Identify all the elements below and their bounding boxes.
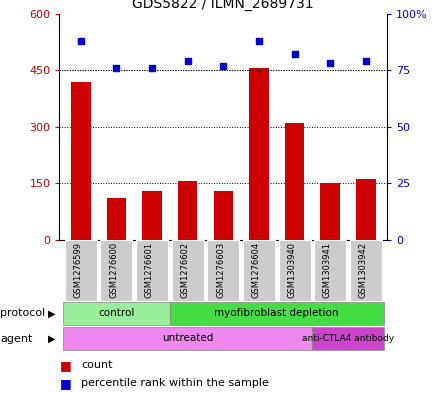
Text: GSM1303940: GSM1303940 (287, 242, 297, 298)
Text: ■: ■ (59, 376, 71, 390)
Text: GSM1303941: GSM1303941 (323, 242, 332, 298)
Point (113, 65, 120, 71)
Bar (312, 327, 384, 351)
Bar (172, 240, 204, 301)
Point (220, 62, 227, 69)
Bar (63, 302, 170, 325)
Text: count: count (81, 360, 113, 371)
Bar (314, 240, 346, 301)
Text: GSM1276599: GSM1276599 (73, 242, 83, 298)
Text: GSM1276603: GSM1276603 (216, 242, 225, 298)
Bar (279, 240, 311, 301)
Bar (142, 191, 162, 240)
Title: GDS5822 / ILMN_2689731: GDS5822 / ILMN_2689731 (132, 0, 314, 11)
Text: myofibroblast depletion: myofibroblast depletion (214, 308, 339, 318)
Point (255, 38, 262, 44)
Text: untreated: untreated (162, 333, 213, 343)
Bar (65, 240, 97, 301)
Bar (136, 240, 168, 301)
Bar (350, 240, 382, 301)
Text: agent: agent (0, 334, 33, 344)
Bar (356, 180, 376, 240)
Bar (285, 123, 304, 240)
Text: GSM1276604: GSM1276604 (252, 242, 261, 298)
Text: control: control (98, 308, 135, 318)
Text: GSM1276601: GSM1276601 (145, 242, 154, 298)
Text: protocol: protocol (0, 309, 45, 318)
Point (149, 65, 156, 71)
Text: ■: ■ (59, 359, 71, 372)
Bar (178, 181, 198, 240)
Bar (320, 183, 340, 240)
Bar (213, 191, 233, 240)
Bar (243, 240, 275, 301)
Point (326, 60, 334, 66)
Bar (207, 240, 239, 301)
Point (362, 58, 369, 64)
Bar (71, 81, 91, 240)
Point (77, 38, 84, 44)
Text: anti-CTLA4 antibody: anti-CTLA4 antibody (302, 334, 394, 343)
Text: ▶: ▶ (48, 334, 55, 344)
Text: GSM1276602: GSM1276602 (180, 242, 190, 298)
Bar (106, 198, 126, 240)
Text: ▶: ▶ (48, 309, 55, 318)
Bar (100, 240, 132, 301)
Text: percentile rank within the sample: percentile rank within the sample (81, 378, 269, 388)
Text: GSM1303942: GSM1303942 (359, 242, 367, 298)
Point (184, 58, 191, 64)
Bar (249, 68, 269, 240)
Bar (170, 302, 384, 325)
Text: GSM1276600: GSM1276600 (109, 242, 118, 298)
Bar (63, 327, 312, 351)
Point (291, 51, 298, 57)
